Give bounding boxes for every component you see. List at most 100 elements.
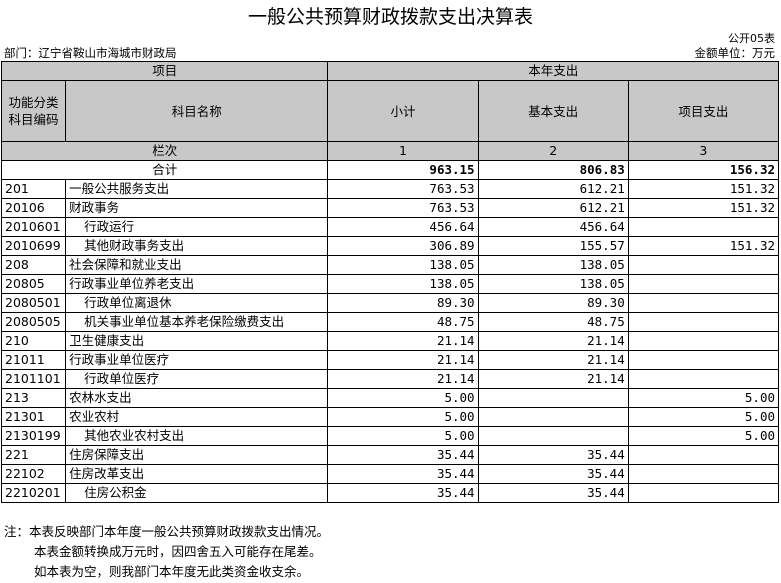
total-basic: 806.83 — [477, 160, 629, 180]
note-line: 注：本表反映部门本年度一般公共预算财政拨款支出情况。 — [4, 524, 330, 539]
row-code: 2010699 — [0, 236, 67, 256]
note-line: 本表金额转换成万元时，因四舍五入可能存在尾差。 — [34, 544, 322, 559]
table-row: 2010699 其他财政事务支出 306.89 155.57 151.32 — [0, 236, 780, 256]
row-basic: 35.44 — [477, 445, 629, 465]
row-basic: 612.21 — [477, 179, 629, 199]
unit-label: 金额单位：万元 — [694, 46, 776, 60]
row-project: 151.32 — [627, 236, 780, 256]
header-name: 科目名称 — [65, 80, 329, 142]
header-project: 项目支出 — [627, 80, 780, 142]
row-subtotal: 306.89 — [327, 236, 479, 256]
row-subtotal: 5.00 — [327, 407, 479, 427]
row-project: 5.00 — [627, 426, 780, 446]
row-code: 221 — [0, 445, 67, 465]
row-code: 2210201 — [0, 483, 67, 503]
header-subtotal: 小计 — [327, 80, 479, 142]
row-subtotal: 35.44 — [327, 464, 479, 484]
row-basic: 35.44 — [477, 464, 629, 484]
row-basic: 21.14 — [477, 331, 629, 351]
row-project — [627, 331, 780, 351]
row-basic — [477, 388, 629, 408]
row-basic: 155.57 — [477, 236, 629, 256]
row-project — [627, 217, 780, 237]
row-name: 行政事业单位医疗 — [65, 350, 329, 370]
table-row: 213 农林水支出 5.00 5.00 — [0, 388, 780, 408]
notes: 注：本表反映部门本年度一般公共预算财政拨款支出情况。 本表金额转换成万元时，因四… — [4, 522, 774, 582]
row-name: 卫生健康支出 — [65, 331, 329, 351]
row-name: 机关事业单位基本养老保险缴费支出 — [65, 312, 329, 332]
note-line: 如本表为空，则我部门本年度无此类资金收支余。 — [34, 564, 310, 579]
row-code: 2010601 — [0, 217, 67, 237]
row-name: 一般公共服务支出 — [65, 179, 329, 199]
row-basic: 35.44 — [477, 483, 629, 503]
row-basic: 138.05 — [477, 255, 629, 275]
row-code: 21301 — [0, 407, 67, 427]
total-subtotal: 963.15 — [327, 160, 479, 180]
table-row: 20805 行政事业单位养老支出 138.05 138.05 — [0, 274, 780, 294]
row-project: 5.00 — [627, 407, 780, 427]
expenditure-table: 项目 本年支出 功能分类科目编码 科目名称 小计 基本支出 项目支出 栏次 1 … — [0, 61, 780, 503]
row-name: 财政事务 — [65, 198, 329, 218]
row-subtotal: 138.05 — [327, 274, 479, 294]
row-project — [627, 293, 780, 313]
row-subtotal: 5.00 — [327, 426, 479, 446]
department-label: 部门：辽宁省鞍山市海城市财政局 — [4, 46, 177, 60]
row-subtotal: 5.00 — [327, 388, 479, 408]
row-subtotal: 21.14 — [327, 369, 479, 389]
row-name: 其他财政事务支出 — [65, 236, 329, 256]
row-project — [627, 350, 780, 370]
row-subtotal: 89.30 — [327, 293, 479, 313]
total-row: 合计 963.15 806.83 156.32 — [0, 160, 780, 180]
row-project — [627, 464, 780, 484]
row-subtotal: 48.75 — [327, 312, 479, 332]
table-row: 2101101 行政单位医疗 21.14 21.14 — [0, 369, 780, 389]
table-row: 208 社会保障和就业支出 138.05 138.05 — [0, 255, 780, 275]
row-name: 农业农村 — [65, 407, 329, 427]
row-code: 21011 — [0, 350, 67, 370]
row-code: 201 — [0, 179, 67, 199]
row-code: 2080505 — [0, 312, 67, 332]
row-subtotal: 21.14 — [327, 350, 479, 370]
row-name: 行政单位离退休 — [65, 293, 329, 313]
row-code: 2080501 — [0, 293, 67, 313]
row-basic — [477, 407, 629, 427]
row-basic: 89.30 — [477, 293, 629, 313]
row-name: 行政单位医疗 — [65, 369, 329, 389]
row-name: 农林水支出 — [65, 388, 329, 408]
table-row: 22102 住房改革支出 35.44 35.44 — [0, 464, 780, 484]
row-project: 5.00 — [627, 388, 780, 408]
row-subtotal: 763.53 — [327, 198, 479, 218]
row-subtotal: 35.44 — [327, 483, 479, 503]
table-row: 2080505 机关事业单位基本养老保险缴费支出 48.75 48.75 — [0, 312, 780, 332]
row-code: 22102 — [0, 464, 67, 484]
row-name: 住房公积金 — [65, 483, 329, 503]
row-name: 社会保障和就业支出 — [65, 255, 329, 275]
table-row: 2080501 行政单位离退休 89.30 89.30 — [0, 293, 780, 313]
row-project: 151.32 — [627, 179, 780, 199]
header-basic: 基本支出 — [477, 80, 629, 142]
row-subtotal: 21.14 — [327, 331, 479, 351]
row-subtotal: 763.53 — [327, 179, 479, 199]
table-row: 2210201 住房公积金 35.44 35.44 — [0, 483, 780, 503]
row-basic: 21.14 — [477, 369, 629, 389]
row-project — [627, 312, 780, 332]
row-project — [627, 255, 780, 275]
row-project — [627, 445, 780, 465]
row-code: 213 — [0, 388, 67, 408]
row-basic: 612.21 — [477, 198, 629, 218]
row-code: 20106 — [0, 198, 67, 218]
table-row: 221 住房保障支出 35.44 35.44 — [0, 445, 780, 465]
form-number: 公开05表 — [728, 32, 775, 45]
table-row: 210 卫生健康支出 21.14 21.14 — [0, 331, 780, 351]
row-name: 行政运行 — [65, 217, 329, 237]
row-project — [627, 483, 780, 503]
table-row: 20106 财政事务 763.53 612.21 151.32 — [0, 198, 780, 218]
table-row: 201 一般公共服务支出 763.53 612.21 151.32 — [0, 179, 780, 199]
table-row: 2010601 行政运行 456.64 456.64 — [0, 217, 780, 237]
row-project — [627, 274, 780, 294]
header-current-year: 本年支出 — [327, 61, 779, 81]
row-subtotal: 456.64 — [327, 217, 479, 237]
table-row: 21011 行政事业单位医疗 21.14 21.14 — [0, 350, 780, 370]
row-subtotal: 35.44 — [327, 445, 479, 465]
header-code: 功能分类科目编码 — [0, 80, 67, 142]
